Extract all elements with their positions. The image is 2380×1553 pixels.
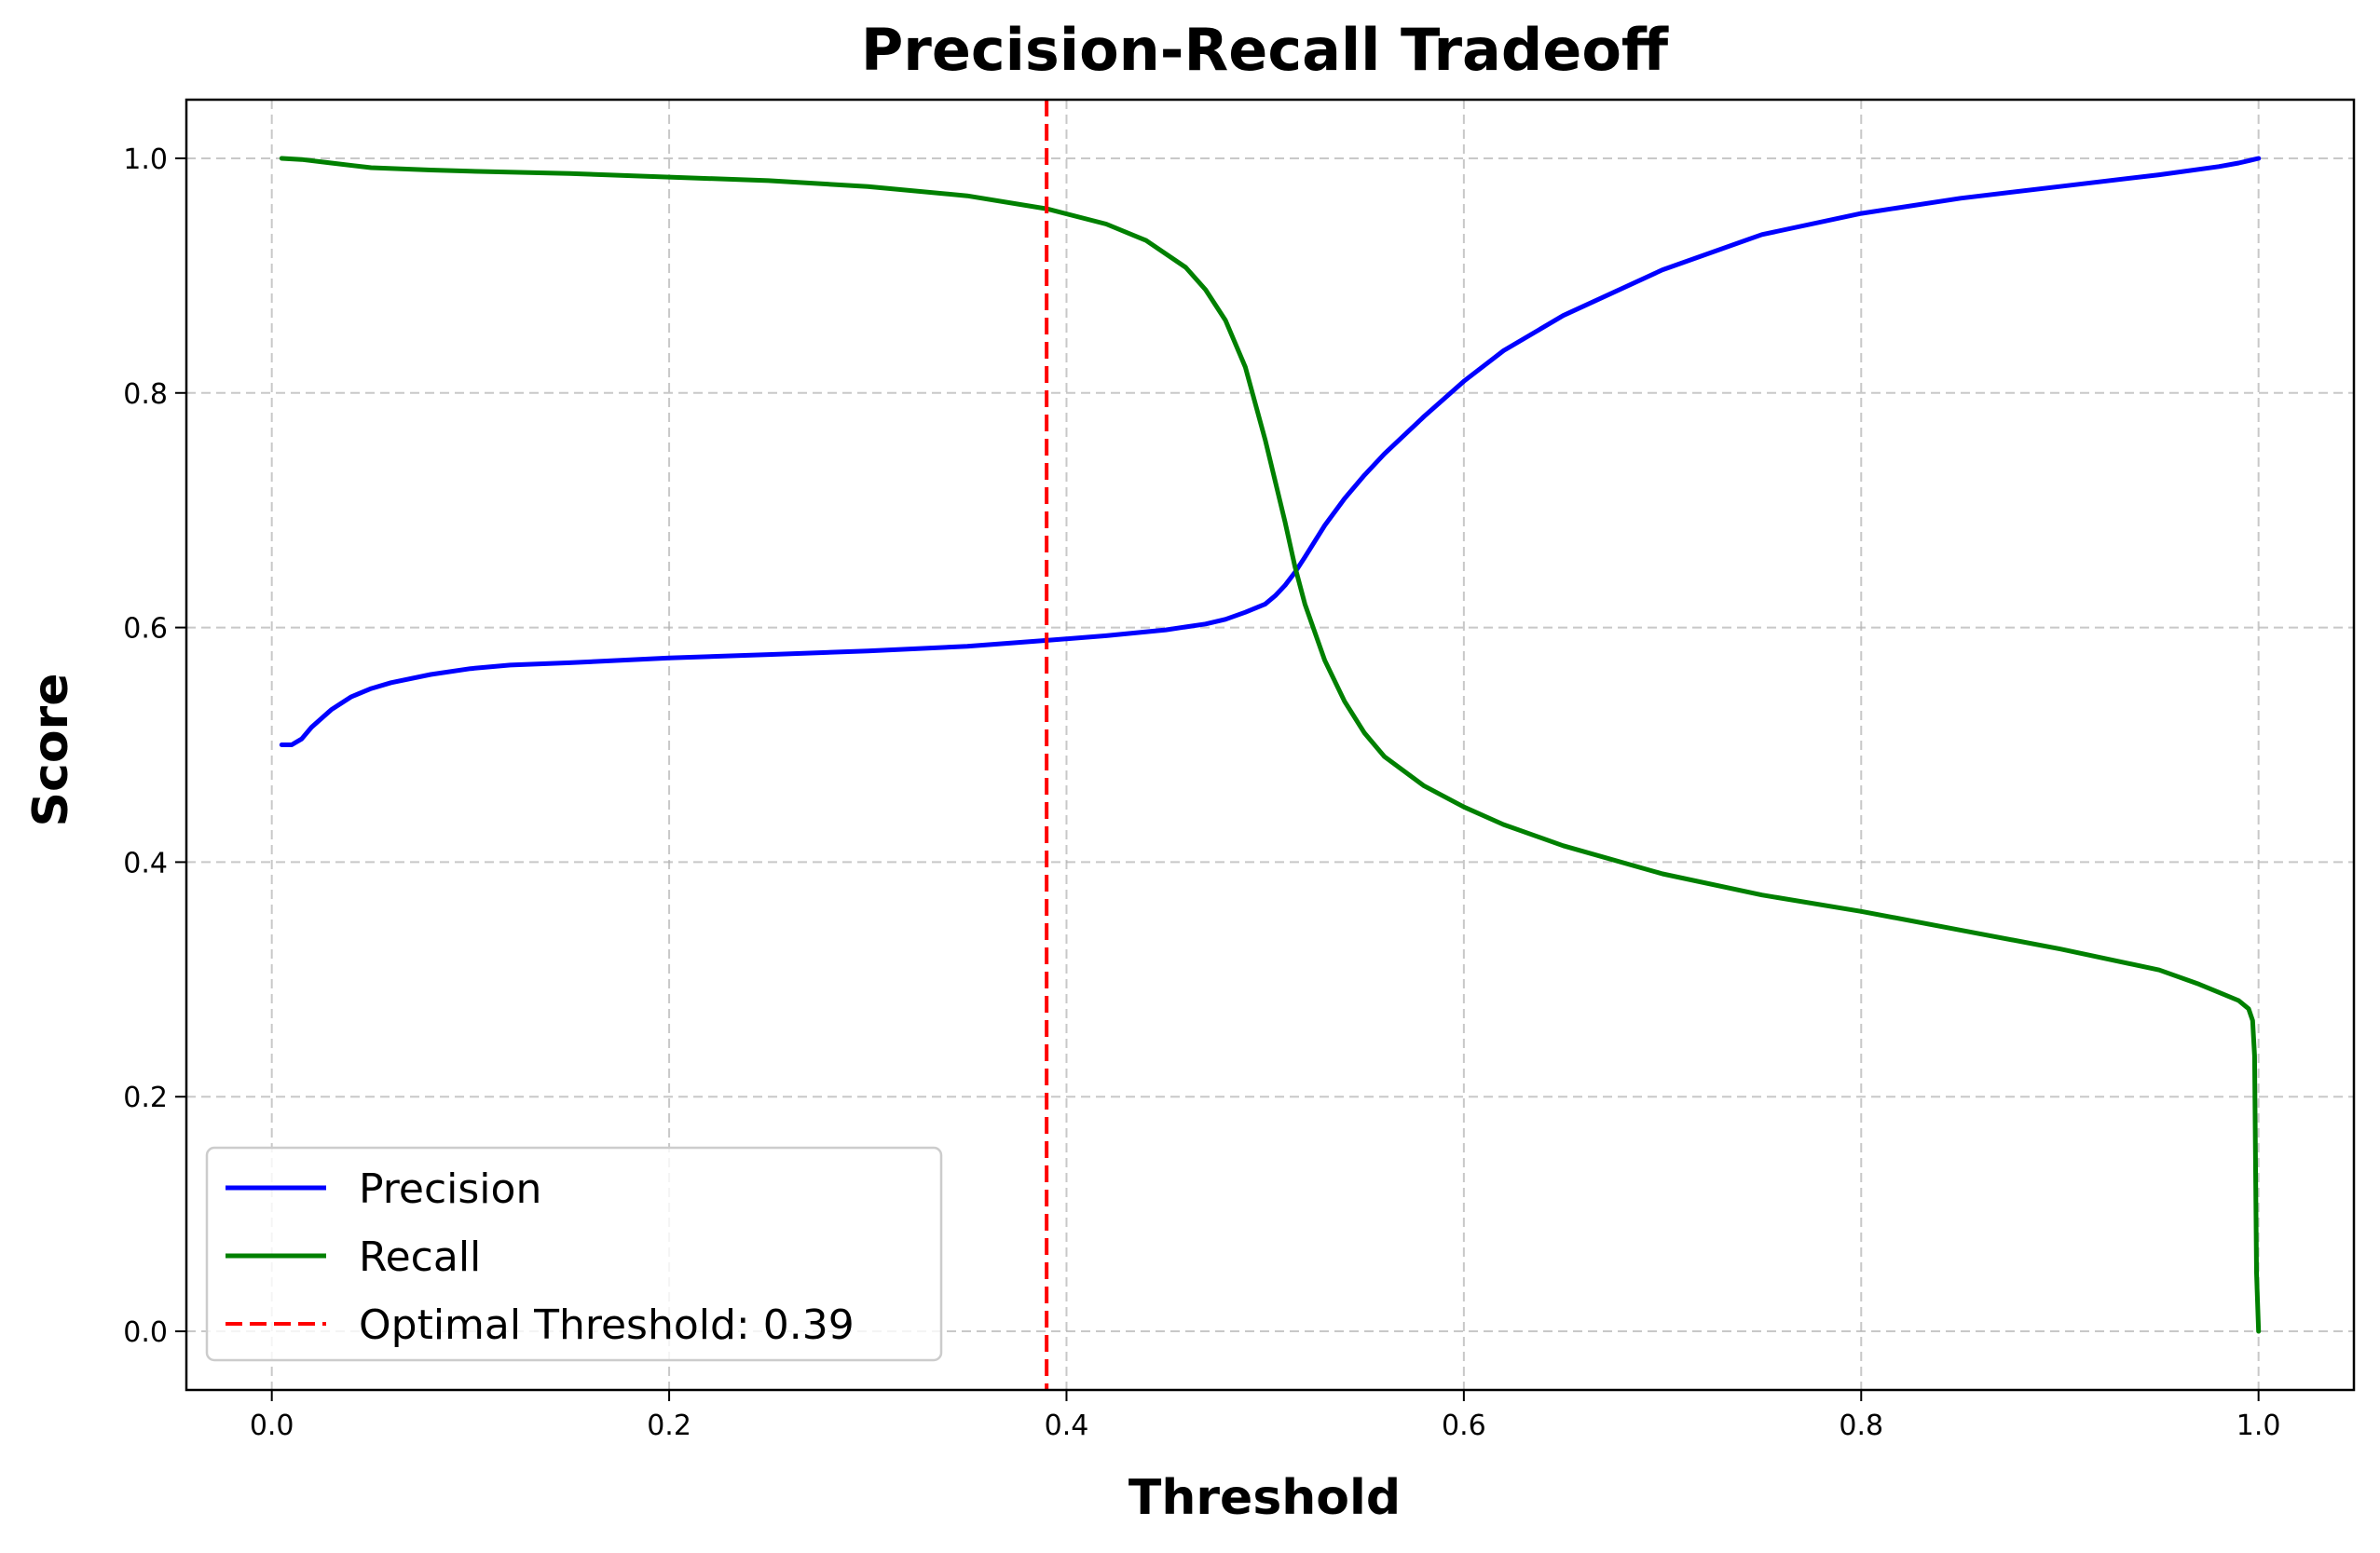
x-tick-label: 0.8 [1839, 1410, 1883, 1442]
series-layer [279, 100, 2262, 1390]
legend-box [205, 1146, 943, 1362]
x-tick-label: 0.2 [647, 1410, 691, 1442]
y-tick-label: 0.0 [123, 1316, 168, 1349]
tick-layer: 0.0 0.2 0.4 0.6 0.8 1.0 0.0 0.2 0.4 0.6 0.8 1.0 [123, 143, 2280, 1442]
y-tick-label: 0.6 [123, 613, 168, 646]
plot-frame [185, 98, 2356, 1392]
x-tick-label: 0.6 [1442, 1410, 1486, 1442]
x-tick-label: 0.4 [1045, 1410, 1089, 1442]
legend-label-recall: Recall [359, 1233, 481, 1281]
legend-label-optimal-threshold: Optimal Threshold: 0.39 [359, 1301, 855, 1349]
y-axis-title: Score [23, 674, 79, 827]
series-line-precision [279, 156, 2262, 747]
grid-layer [186, 100, 2354, 1390]
x-tick-label: 0.0 [250, 1410, 294, 1442]
x-axis-title: Threshold [1128, 1470, 1401, 1526]
legend: Precision Recall Optimal Threshold: 0.39 [205, 1146, 943, 1362]
y-tick-label: 0.4 [123, 847, 168, 879]
series-line-recall [279, 156, 2262, 1334]
y-tick-label: 0.8 [123, 378, 168, 411]
chart-title: Precision-Recall Tradeoff [861, 16, 1669, 84]
y-tick-label: 1.0 [123, 143, 168, 176]
legend-label-precision: Precision [359, 1165, 541, 1213]
y-tick-label: 0.2 [123, 1082, 168, 1114]
x-tick-label: 1.0 [2236, 1410, 2281, 1442]
